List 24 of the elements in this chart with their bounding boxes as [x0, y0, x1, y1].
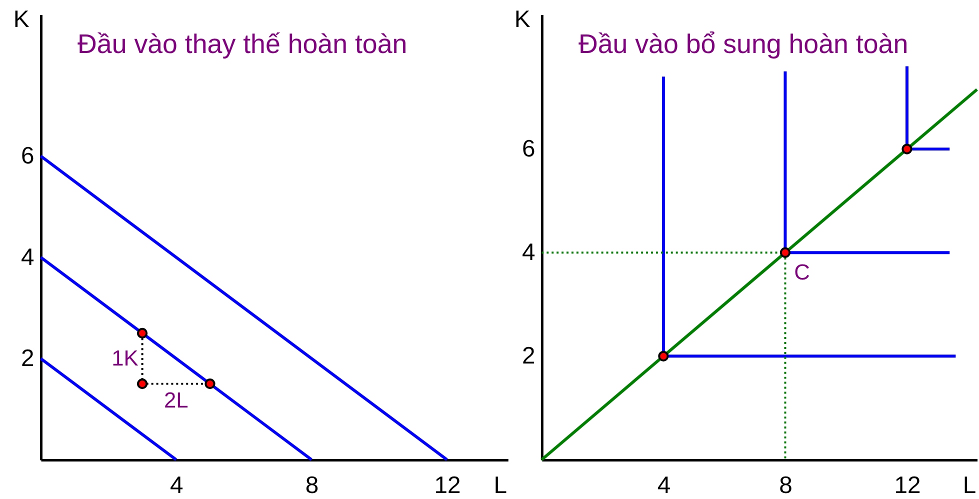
point: [902, 144, 912, 154]
y-axis-title: K: [13, 6, 30, 33]
y-axis-title: K: [514, 6, 530, 33]
text: Đầu vào bổ sung hoàn toàn: [578, 29, 908, 60]
x-tick-label: 8: [779, 472, 792, 499]
x-axis-title: L: [494, 472, 508, 499]
x-tick-label: 4: [657, 472, 671, 499]
x-tick-label: 12: [894, 472, 921, 499]
text: Đầu vào thay thế hoàn toàn: [78, 29, 408, 60]
y-tick-label: 6: [522, 136, 536, 163]
y-tick-label: 2: [522, 342, 536, 370]
y-tick-label: 6: [21, 142, 34, 170]
x-tick-label: 8: [305, 472, 319, 499]
annotation: 1K: [112, 345, 139, 370]
y-tick-label: 4: [21, 244, 34, 271]
x-tick-label: 12: [434, 472, 461, 499]
y-tick-label: 2: [21, 344, 34, 372]
x-axis-title: L: [962, 472, 976, 499]
y-tick-label: 4: [522, 239, 536, 266]
annotation: C: [794, 259, 810, 284]
x-tick-label: 4: [170, 472, 184, 499]
point: [658, 350, 669, 362]
annotation: 2L: [164, 388, 188, 413]
point: [780, 247, 791, 258]
